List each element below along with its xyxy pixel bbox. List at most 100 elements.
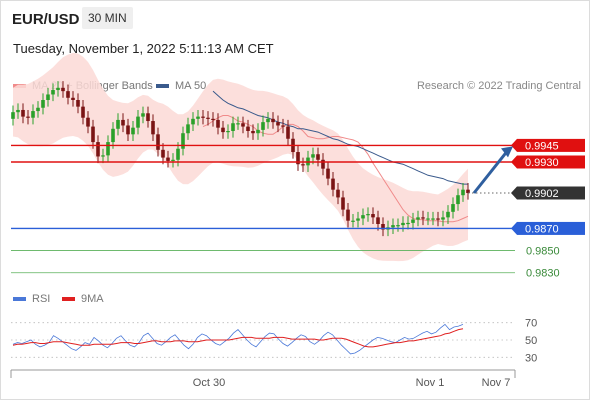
- forecast-arrow-shaft: [472, 150, 509, 194]
- candle-body: [21, 109, 25, 117]
- candle-body: [286, 126, 290, 139]
- candle-body: [341, 197, 345, 210]
- candle-body: [316, 154, 320, 160]
- candle-body: [111, 128, 115, 143]
- candle-body: [26, 116, 30, 118]
- candle-body: [361, 215, 365, 219]
- candle-body: [226, 131, 230, 133]
- timeframe-badge[interactable]: 30 MIN: [82, 7, 133, 29]
- candle-body: [391, 225, 395, 228]
- pivot-label: 0.9870: [525, 223, 559, 235]
- legend-ma50-label: MA 50: [175, 80, 207, 92]
- candle-body: [416, 217, 420, 220]
- candle-body: [426, 218, 430, 220]
- candle-body: [136, 116, 140, 128]
- legend-rsi-label: RSI: [32, 293, 51, 305]
- candle-body: [396, 225, 400, 227]
- x-tick-label: Nov 1: [416, 377, 445, 389]
- candle-body: [71, 97, 75, 100]
- candle-body: [146, 113, 150, 122]
- candle-body: [331, 178, 335, 190]
- support-label: 0.9830: [526, 268, 560, 280]
- candle-body: [321, 159, 325, 169]
- legend-ma50: MA 50: [156, 80, 206, 92]
- candle-body: [326, 168, 330, 179]
- resistance-label: 0.9930: [525, 157, 559, 169]
- candle-body: [141, 113, 145, 117]
- last-price-box: [517, 186, 585, 200]
- ma50-swatch: [156, 84, 169, 89]
- candle-body: [276, 122, 280, 126]
- rsi-tick-label: 30: [525, 352, 537, 364]
- ma50-line: [212, 90, 468, 185]
- candle-body: [281, 125, 285, 127]
- candle-body: [366, 214, 370, 216]
- candle-body: [41, 100, 45, 108]
- pivot-label-box: [517, 221, 585, 235]
- candle-body: [56, 87, 60, 91]
- candle-body: [236, 123, 240, 125]
- candle-body: [36, 107, 40, 112]
- candle-body: [61, 87, 65, 92]
- candle-body: [171, 159, 175, 161]
- candle-body: [66, 91, 70, 98]
- last-price-pointer: [511, 186, 517, 200]
- candle-body: [271, 118, 275, 123]
- candle-body: [446, 211, 450, 218]
- candle-body: [81, 106, 85, 118]
- candle-body: [461, 189, 465, 196]
- resistance-label-box: [517, 155, 585, 169]
- candle-body: [156, 134, 160, 150]
- copyright-note: Research © 2022 Trading Central: [416, 80, 581, 92]
- resistance-label: 0.9945: [525, 140, 559, 152]
- resistance-label-pointer: [511, 155, 517, 169]
- candle-body: [121, 119, 125, 126]
- candle-body: [211, 118, 215, 121]
- candle-body: [376, 217, 380, 224]
- candle-body: [196, 116, 200, 119]
- candle-body: [166, 157, 170, 161]
- 9ma-swatch: [62, 297, 75, 302]
- rsi-swatch: [13, 297, 26, 302]
- candle-body: [301, 164, 305, 166]
- rsi-tick-label: 70: [525, 318, 537, 330]
- rsi-line: [12, 323, 464, 355]
- candle-body: [406, 222, 410, 225]
- candle-body: [296, 152, 300, 165]
- candle-body: [216, 119, 220, 128]
- candle-body: [411, 219, 415, 223]
- candle-body: [221, 127, 225, 133]
- legend-9ma: 9MA: [62, 293, 104, 305]
- candle-body: [186, 124, 190, 134]
- candle-body: [466, 189, 470, 193]
- bollinger-band: [13, 52, 468, 262]
- candles: [11, 81, 470, 237]
- candle-body: [381, 224, 385, 230]
- candle-body: [11, 112, 15, 119]
- candle-body: [456, 195, 460, 205]
- forecast-arrow-head: [501, 146, 513, 158]
- candle-body: [101, 155, 105, 157]
- candle-body: [241, 123, 245, 127]
- resistance-label-pointer: [511, 138, 517, 152]
- ma20-line: [202, 115, 469, 223]
- pivot-label-pointer: [511, 221, 517, 235]
- resistance-label-box: [517, 138, 585, 152]
- candle-body: [266, 118, 270, 123]
- candle-body: [246, 126, 250, 131]
- candle-body: [401, 222, 405, 226]
- candle-body: [346, 209, 350, 221]
- candle-body: [51, 90, 55, 95]
- x-tick-label: Oct 30: [193, 377, 225, 389]
- legend-rsi: RSI: [13, 293, 50, 305]
- candle-body: [261, 122, 265, 130]
- candle-body: [431, 218, 435, 220]
- support-label: 0.9850: [526, 246, 560, 258]
- candle-body: [251, 131, 255, 134]
- candle-body: [91, 126, 95, 143]
- candle-body: [311, 154, 315, 158]
- candle-body: [336, 189, 340, 198]
- candle-body: [176, 148, 180, 160]
- symbol-title: EUR/USD: [12, 11, 80, 28]
